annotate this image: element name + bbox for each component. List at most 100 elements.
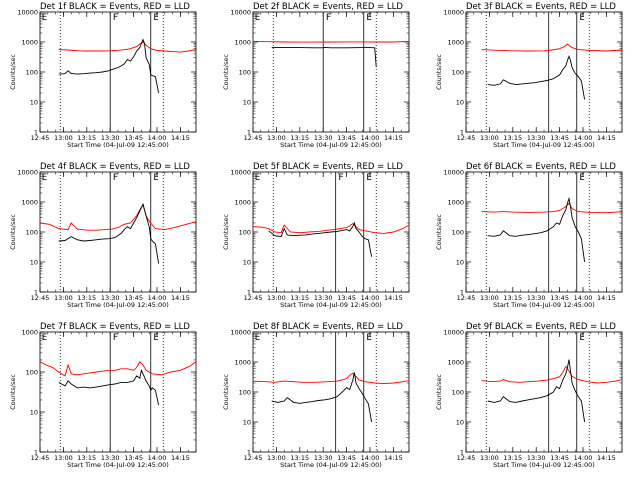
x-tick-label: 13:00 — [267, 454, 286, 462]
chart-title: Det 1f BLACK = Events, RED = LLD — [40, 2, 190, 12]
flag-label: E — [366, 333, 371, 343]
x-tick-label: 14:15 — [171, 134, 190, 142]
x-tick-label: 14:15 — [384, 134, 403, 142]
y-axis-label: Counts/sec — [222, 214, 230, 250]
x-tick-label: 13:30 — [314, 454, 333, 462]
y-tick-label: 1 — [247, 288, 251, 296]
flag-label: F — [113, 173, 118, 183]
x-tick-label: 13:00 — [480, 454, 499, 462]
x-tick-label: 13:00 — [54, 134, 73, 142]
plot-frame — [39, 171, 197, 293]
y-tick-label: 100 — [239, 68, 251, 76]
x-tick-label: 14:15 — [384, 294, 403, 302]
flag-label: E — [42, 333, 47, 343]
chart-title: Det 6f BLACK = Events, RED = LLD — [466, 162, 616, 172]
x-tick-label: 13:30 — [527, 454, 546, 462]
y-axis-label: Counts/sec — [435, 214, 443, 250]
x-axis-label: Start Time (04-Jul-09 12:45:00) — [493, 301, 595, 309]
flag-label: E — [579, 13, 584, 23]
series-line-black — [487, 55, 586, 100]
chart-title: Det 8f BLACK = Events, RED = LLD — [253, 322, 403, 332]
chart-title: Det 9f BLACK = Events, RED = LLD — [466, 322, 616, 332]
x-tick-label: 13:15 — [290, 294, 309, 302]
x-tick-label: 14:00 — [148, 134, 167, 142]
y-tick-label: 100 — [452, 228, 464, 236]
x-tick-label: 13:30 — [101, 134, 120, 142]
x-tick-label: 12:45 — [244, 454, 263, 462]
flag-label: F — [338, 173, 343, 183]
chart-panel-4: Det 4f BLACK = Events, RED = LLD 1 10 100 10… — [9, 162, 197, 309]
x-tick-label: 13:30 — [314, 134, 333, 142]
y-tick-label: 1000 — [447, 358, 464, 366]
x-tick-label: 13:00 — [54, 294, 73, 302]
chart-title: Det 2f BLACK = Events, RED = LLD — [253, 2, 403, 12]
x-tick-label: 14:15 — [597, 294, 616, 302]
y-tick-label: 1 — [34, 448, 38, 456]
chart-panel-3: Det 3f BLACK = Events, RED = LLD 1 10 100 10… — [435, 2, 623, 149]
plot-frame — [465, 11, 623, 133]
x-tick-label: 13:30 — [527, 134, 546, 142]
y-axis-label: Counts/sec — [435, 374, 443, 410]
x-tick-label: 13:30 — [101, 454, 120, 462]
flag-label: E — [42, 13, 47, 23]
x-tick-label: 14:00 — [574, 454, 593, 462]
y-tick-label: 100 — [452, 388, 464, 396]
series-line-black — [268, 221, 373, 257]
plot-frame — [39, 11, 197, 133]
x-tick-label: 12:45 — [31, 294, 50, 302]
chart-panel-9: Det 9f BLACK = Events, RED = LLD 1 10 100 10… — [435, 322, 623, 469]
series-line-black — [487, 359, 586, 423]
x-tick-label: 13:45 — [550, 454, 569, 462]
x-tick-label: 14:00 — [361, 134, 380, 142]
x-tick-label: 14:00 — [361, 454, 380, 462]
y-tick-label: 10 — [456, 98, 464, 106]
x-tick-label: 14:15 — [384, 454, 403, 462]
y-axis-label: Counts/sec — [9, 374, 17, 410]
series-line-black — [58, 38, 160, 94]
x-axis-label: Start Time (04-Jul-09 12:45:00) — [280, 461, 382, 469]
x-tick-label: 13:30 — [101, 294, 120, 302]
x-tick-label: 13:15 — [290, 134, 309, 142]
chart-title: Det 7f BLACK = Events, RED = LLD — [40, 322, 190, 332]
series-line-red — [39, 361, 197, 377]
chart-panel-7: Det 7f BLACK = Events, RED = LLD 1 10 100 10… — [9, 322, 197, 469]
series-line-red — [252, 40, 410, 43]
y-tick-label: 1 — [460, 288, 464, 296]
x-tick-label: 13:00 — [480, 134, 499, 142]
x-tick-label: 13:00 — [54, 454, 73, 462]
y-tick-label: 100 — [26, 368, 38, 376]
y-axis-label: Counts/sec — [222, 54, 230, 90]
y-tick-label: 10 — [30, 98, 38, 106]
x-tick-label: 12:45 — [457, 454, 476, 462]
y-tick-label: 1000 — [447, 38, 464, 46]
x-tick-label: 12:45 — [457, 134, 476, 142]
flag-label: F — [113, 13, 118, 23]
chart-title: Det 3f BLACK = Events, RED = LLD — [466, 2, 616, 12]
x-axis-label: Start Time (04-Jul-09 12:45:00) — [493, 461, 595, 469]
y-tick-label: 1 — [34, 288, 38, 296]
y-tick-label: 10000 — [230, 328, 251, 336]
series-line-black — [58, 202, 160, 264]
x-tick-label: 12:45 — [244, 134, 263, 142]
x-tick-label: 14:00 — [574, 134, 593, 142]
y-tick-label: 1000 — [21, 328, 38, 336]
x-tick-label: 13:15 — [503, 454, 522, 462]
flag-label: E — [579, 173, 584, 183]
x-tick-label: 13:45 — [337, 134, 356, 142]
flag-label: E — [153, 13, 158, 23]
y-tick-label: 1000 — [21, 198, 38, 206]
x-axis-label: Start Time (04-Jul-09 12:45:00) — [67, 301, 169, 309]
y-tick-label: 10000 — [17, 8, 38, 16]
series-line-red — [481, 202, 623, 214]
x-tick-label: 13:15 — [77, 294, 96, 302]
x-tick-label: 13:15 — [503, 134, 522, 142]
y-tick-label: 10 — [456, 418, 464, 426]
x-tick-label: 13:45 — [550, 134, 569, 142]
series-line-black — [271, 372, 373, 423]
y-tick-label: 100 — [26, 228, 38, 236]
x-tick-label: 13:00 — [480, 294, 499, 302]
x-tick-label: 13:30 — [527, 294, 546, 302]
x-tick-label: 12:45 — [31, 134, 50, 142]
x-tick-label: 13:45 — [124, 454, 143, 462]
y-tick-label: 10 — [456, 258, 464, 266]
